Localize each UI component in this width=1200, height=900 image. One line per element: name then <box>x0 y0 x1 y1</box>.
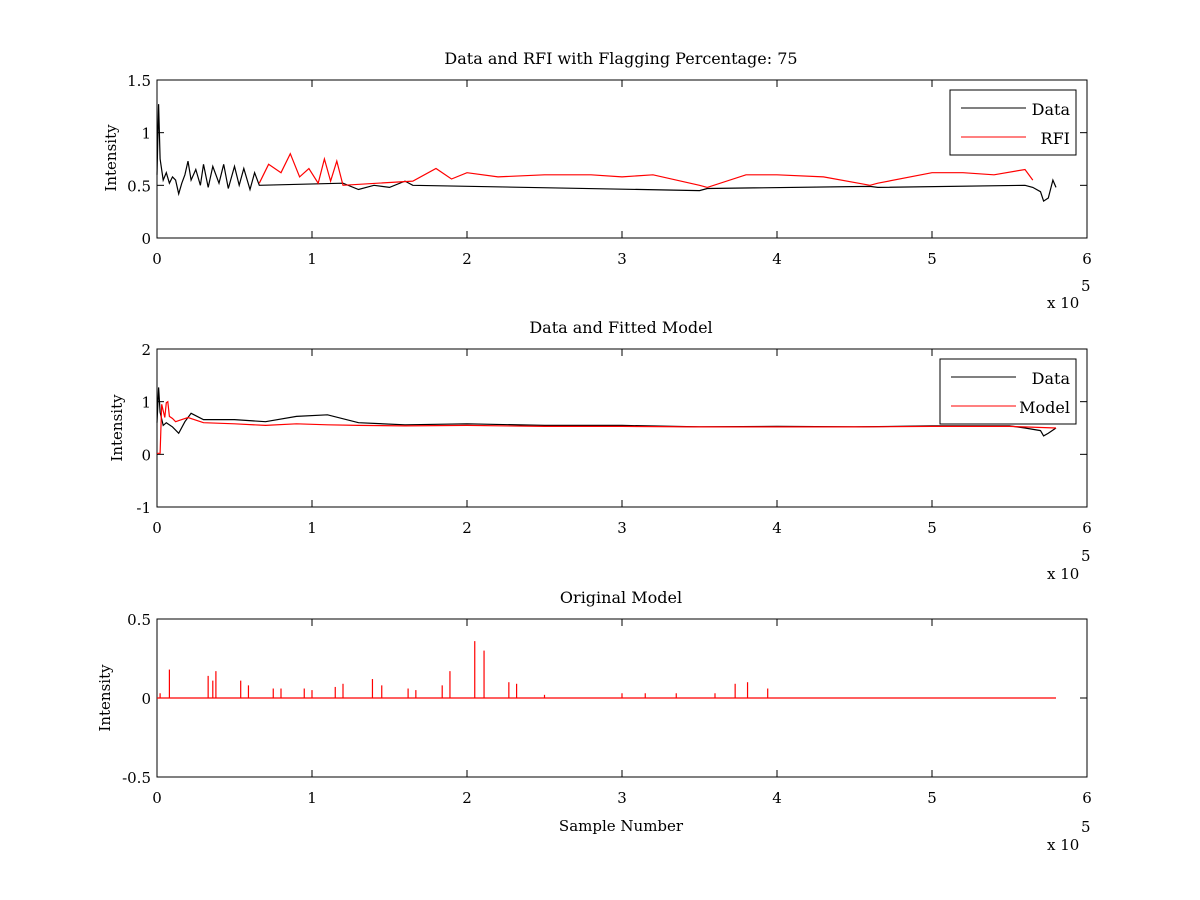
y-axis-label: Intensity <box>108 394 126 462</box>
x-multiplier: x 10 <box>1047 565 1079 583</box>
y-tick-label: 1 <box>141 394 151 412</box>
y-axis-label: Intensity <box>96 664 114 732</box>
chart-title: Data and RFI with Flagging Percentage: 7… <box>444 49 797 68</box>
y-tick-label: 1.5 <box>127 72 151 90</box>
axes-box <box>156 79 1088 239</box>
y-tick-label: 0 <box>141 446 151 464</box>
x-tick-label: 3 <box>617 250 627 268</box>
x-multiplier-exponent: 5 <box>1081 818 1091 836</box>
x-tick-label: 3 <box>617 519 627 537</box>
series-line-rfi <box>258 152 1034 189</box>
x-tick-label: 4 <box>772 789 782 807</box>
plot-area: 0 1 2 3 4 5 6 0 0.5 1 1.5 <box>127 72 1092 268</box>
y-tick-label: 0 <box>141 690 151 708</box>
chart-title: Data and Fitted Model <box>529 318 712 337</box>
x-tick-label: 4 <box>772 250 782 268</box>
x-tick-label: 1 <box>307 519 317 537</box>
y-tick-label: 2 <box>141 341 151 359</box>
x-tick-label: 6 <box>1082 789 1092 807</box>
panel-original-model: Original Model Intensity Sample Number 0… <box>96 588 1092 854</box>
legend-label: Data <box>1032 369 1071 388</box>
y-tick-label: -0.5 <box>122 769 151 787</box>
x-multiplier-exponent: 5 <box>1081 277 1091 295</box>
legend-label: Model <box>1019 398 1070 417</box>
chart-title: Original Model <box>560 588 682 607</box>
y-tick-label: 0 <box>141 230 151 248</box>
y-axis-label: Intensity <box>102 124 120 192</box>
series-line-data <box>156 104 1057 203</box>
x-multiplier: x 10 <box>1047 836 1079 854</box>
x-multiplier-exponent: 5 <box>1081 547 1091 565</box>
x-tick-label: 0 <box>152 250 162 268</box>
panel-data-model: Data and Fitted Model Intensity 0 1 2 3 4 5 6 -… <box>108 318 1092 583</box>
x-tick-label: 1 <box>307 789 317 807</box>
legend-box <box>939 358 1077 425</box>
x-tick-label: 5 <box>927 250 937 268</box>
x-tick-label: 6 <box>1082 519 1092 537</box>
x-tick-label: 0 <box>152 519 162 537</box>
y-tick-label: -1 <box>136 499 151 517</box>
y-tick-label: 0.5 <box>127 177 151 195</box>
x-tick-label: 1 <box>307 250 317 268</box>
x-tick-label: 6 <box>1082 250 1092 268</box>
x-tick-label: 2 <box>462 250 472 268</box>
legend: Data RFI <box>949 89 1077 156</box>
panel-data-rfi: Data and RFI with Flagging Percentage: 7… <box>102 49 1092 312</box>
x-tick-label: 0 <box>152 789 162 807</box>
x-axis-label: Sample Number <box>559 817 684 835</box>
x-tick-label: 5 <box>927 789 937 807</box>
x-tick-label: 2 <box>462 519 472 537</box>
legend-label: Data <box>1032 100 1071 119</box>
y-tick-label: 1 <box>141 125 151 143</box>
series-line-model <box>157 400 1057 454</box>
x-tick-label: 4 <box>772 519 782 537</box>
x-multiplier: x 10 <box>1047 294 1079 312</box>
plot-area: 0 1 2 3 4 5 6-0.500.5 <box>122 611 1092 807</box>
legend-label: RFI <box>1041 129 1070 148</box>
y-tick-label: 0.5 <box>127 611 151 629</box>
x-tick-label: 3 <box>617 789 627 807</box>
legend-box <box>949 89 1077 156</box>
x-tick-label: 2 <box>462 789 472 807</box>
legend: Data Model <box>939 358 1077 425</box>
x-tick-label: 5 <box>927 519 937 537</box>
